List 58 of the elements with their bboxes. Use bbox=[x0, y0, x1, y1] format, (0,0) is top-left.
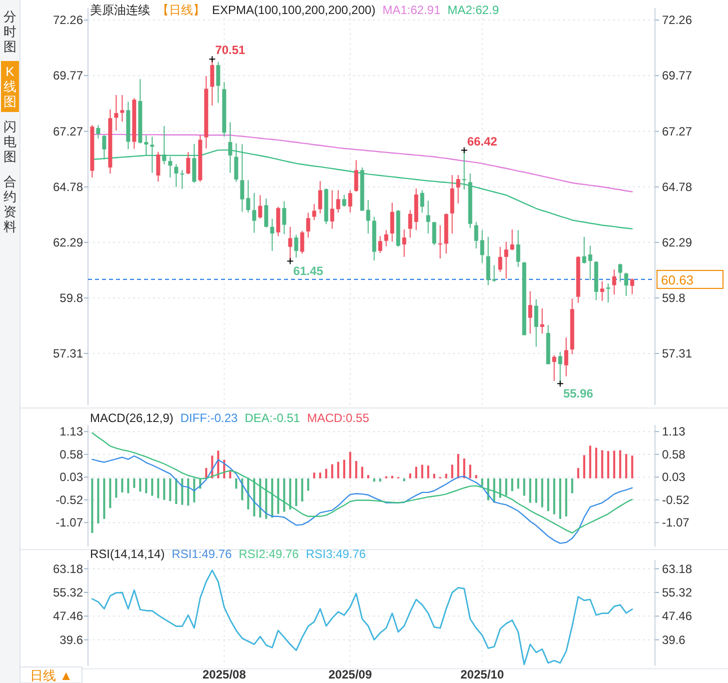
text: 分时图 bbox=[4, 9, 16, 54]
y-tick-label: 62.29 bbox=[52, 235, 84, 250]
y2-tick-label: 1.13 bbox=[662, 424, 686, 439]
annotation: 66.42 bbox=[467, 134, 498, 148]
y-tick-label: 47.46 bbox=[52, 609, 84, 624]
y2-tick-label: 72.26 bbox=[662, 13, 692, 28]
text: MA1:62.91 bbox=[382, 3, 441, 17]
y2-tick-label: 39.6 bbox=[662, 632, 686, 647]
text: DEA:-0.51 bbox=[244, 411, 300, 425]
y-tick-label: -1.07 bbox=[56, 516, 84, 530]
y2-tick-label: 57.31 bbox=[662, 346, 692, 360]
series-label: RSI1:49.76 bbox=[172, 547, 232, 561]
y2-tick-label: 0.03 bbox=[662, 470, 686, 484]
x-tick-label: 2025/09 bbox=[328, 668, 372, 682]
y-tick-label: 55.32 bbox=[52, 585, 84, 600]
chart-title: MACD(26,12,9) bbox=[90, 411, 174, 425]
y-tick-label: 59.8 bbox=[60, 290, 84, 305]
text: MACD:0.55 bbox=[307, 411, 370, 425]
text: 闪电图 bbox=[4, 119, 16, 164]
y-tick-label: 69.77 bbox=[52, 68, 84, 83]
y-tick-label: 0.58 bbox=[60, 447, 84, 462]
text: RSI3:49.76 bbox=[306, 547, 366, 561]
y-tick-label: 1.13 bbox=[60, 424, 84, 439]
chart-title: RSI(14,14,14) bbox=[90, 547, 165, 561]
ref-line-label: 60.63 bbox=[661, 272, 694, 288]
y2-tick-label: 47.46 bbox=[662, 609, 692, 624]
text: MA2:62.9 bbox=[448, 3, 500, 17]
y-tick-label: 63.18 bbox=[52, 562, 84, 576]
y-tick-label: 72.26 bbox=[52, 13, 84, 28]
y2-tick-label: 67.27 bbox=[662, 124, 692, 138]
y2-tick-label: 0.58 bbox=[662, 447, 686, 462]
annotation: 55.96 bbox=[563, 386, 594, 401]
text: 合约资料 bbox=[4, 174, 16, 234]
annotation: 61.45 bbox=[293, 264, 324, 278]
y2-tick-label: -0.52 bbox=[662, 492, 690, 507]
y2-tick-label: 55.32 bbox=[662, 585, 692, 600]
y2-tick-label: 64.78 bbox=[662, 180, 692, 194]
y-tick-label: 67.27 bbox=[52, 124, 84, 138]
text: K线图 bbox=[4, 64, 16, 109]
y-tick-label: 64.78 bbox=[52, 180, 84, 194]
y2-tick-label: -1.07 bbox=[662, 516, 690, 530]
text: RSI2:49.76 bbox=[238, 547, 300, 561]
y-tick-label: 0.03 bbox=[60, 470, 84, 484]
x-tick-label: 2025/08 bbox=[202, 668, 246, 682]
text: 日线 ▲ bbox=[30, 668, 72, 683]
chart-subtitle: 【日线】 bbox=[157, 3, 205, 17]
y-tick-label: -0.52 bbox=[56, 492, 84, 507]
text: DIFF:-0.23 bbox=[180, 411, 238, 425]
x-tick-label: 2025/10 bbox=[460, 668, 504, 682]
y-tick-label: 57.31 bbox=[52, 346, 84, 360]
annotation: 70.51 bbox=[215, 43, 246, 58]
y2-tick-label: 62.29 bbox=[662, 235, 692, 250]
y2-tick-label: 69.77 bbox=[662, 68, 692, 83]
y-tick-label: 39.6 bbox=[60, 632, 84, 647]
y2-tick-label: 63.18 bbox=[662, 562, 692, 576]
legend-title: EXPMA(100,100,200,200,200) bbox=[212, 3, 376, 17]
y2-tick-label: 59.8 bbox=[662, 290, 686, 305]
chart-title: 美原油连续 bbox=[90, 3, 150, 17]
